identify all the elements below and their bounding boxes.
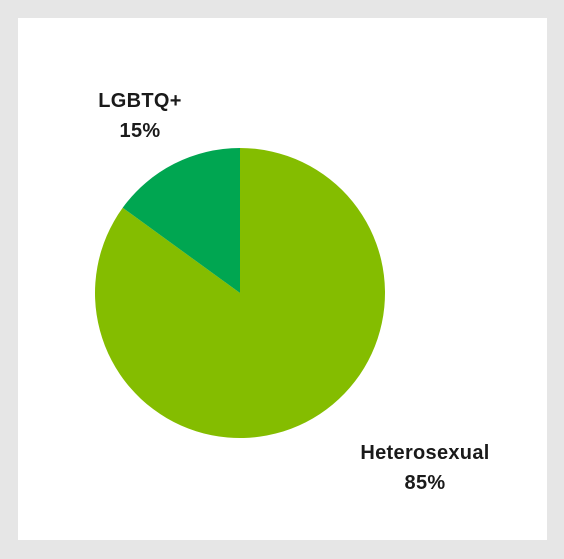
slice-label-heterosexual-category: Heterosexual xyxy=(360,442,490,464)
slice-label-heterosexual: Heterosexual 85% xyxy=(320,438,530,498)
slice-label-lgbtq-category: LGBTQ+ xyxy=(98,90,182,112)
slice-label-heterosexual-value: 85% xyxy=(404,472,446,494)
pie-slice-lgbtq xyxy=(122,148,240,293)
slice-label-lgbtq: LGBTQ+ 15% xyxy=(60,86,220,146)
slice-label-lgbtq-value: 15% xyxy=(119,120,161,142)
